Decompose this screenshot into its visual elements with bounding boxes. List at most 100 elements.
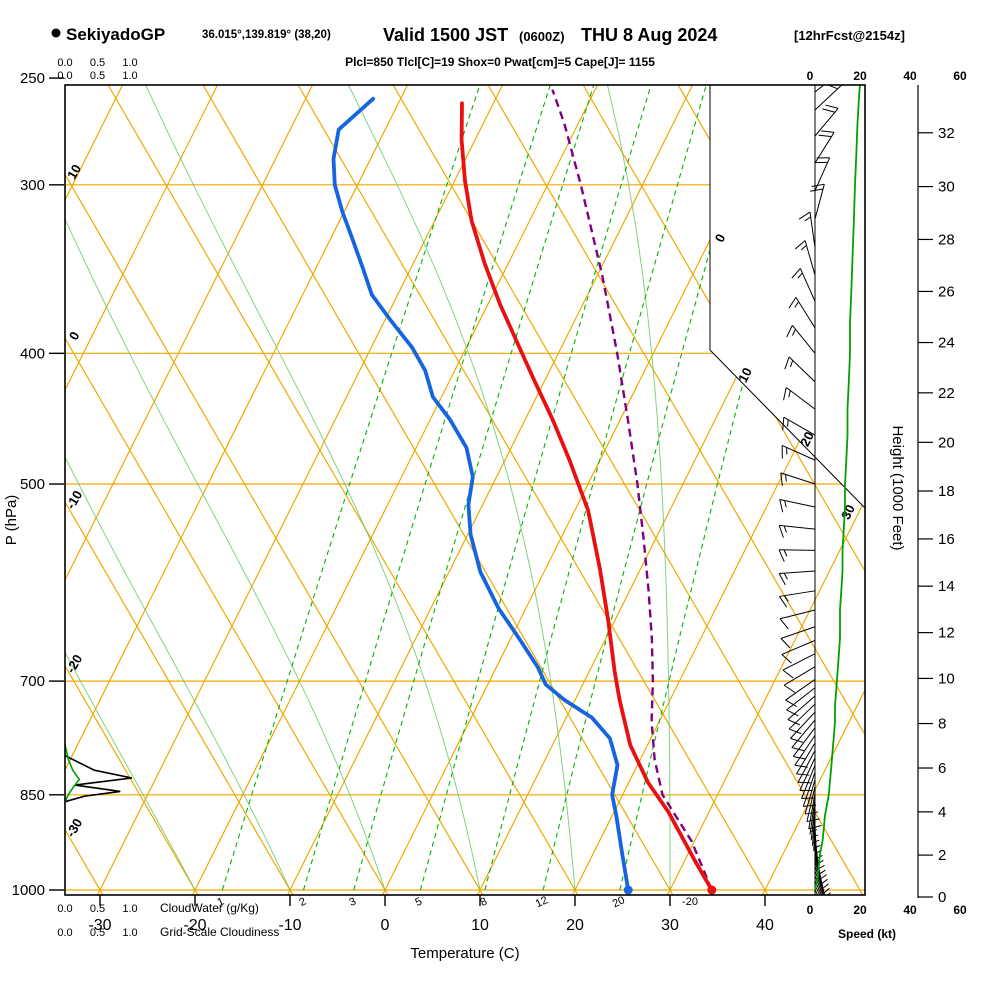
moist-adiabat-label: -20	[682, 896, 698, 908]
pressure-axis: 250 300 400 500 700 850 1000	[12, 70, 64, 899]
svg-text:20: 20	[611, 894, 627, 910]
plot-frame	[64, 84, 866, 896]
svg-text:1.0: 1.0	[122, 903, 137, 915]
speed-curve	[814, 85, 861, 891]
cloud-scale-rows: 0.00.00.00.00.50.50.50.51.01.01.01.0	[57, 57, 137, 939]
svg-text:0: 0	[381, 917, 390, 934]
svg-text:40: 40	[903, 69, 917, 83]
svg-text:60: 60	[953, 69, 967, 83]
temperature-curve	[459, 101, 714, 892]
adiabat-labels-left: 100-10-20-30	[63, 162, 85, 840]
svg-text:24: 24	[938, 335, 955, 352]
svg-text:10: 10	[471, 917, 489, 934]
parcel-curve	[551, 89, 713, 891]
cloudiness-legend: Grid-Scale Cloudiness	[160, 925, 279, 939]
svg-text:28: 28	[938, 231, 955, 248]
svg-text:0: 0	[807, 903, 814, 917]
temperature-axis-title: Temperature (C)	[410, 945, 519, 962]
svg-text:20: 20	[853, 69, 867, 83]
svg-text:2: 2	[297, 896, 308, 909]
svg-text:30: 30	[938, 179, 955, 196]
svg-text:400: 400	[20, 345, 45, 362]
svg-text:40: 40	[903, 903, 917, 917]
valid-zulu: (0600Z)	[519, 29, 565, 44]
svg-text:20: 20	[797, 429, 817, 449]
forecast-tag: [12hrFcst@2154z]	[794, 28, 905, 43]
dry-adiabat-lines	[65, 85, 865, 895]
height-axis-title: Height (1000 Feet)	[889, 425, 906, 550]
station-name: SekiyadoGP	[66, 25, 165, 44]
svg-text:0: 0	[807, 69, 814, 83]
svg-text:-30: -30	[88, 917, 111, 934]
svg-text:10: 10	[64, 162, 84, 182]
svg-text:30: 30	[661, 917, 679, 934]
svg-text:22: 22	[938, 385, 955, 402]
svg-text:32: 32	[938, 125, 955, 142]
isotherm-labels-right: 0 10 20 30	[712, 231, 858, 521]
svg-text:8: 8	[938, 716, 946, 733]
svg-text:10: 10	[735, 365, 755, 385]
dewpoint-curve	[331, 96, 631, 892]
station-coords: 36.015°,139.819° (38,20)	[202, 29, 331, 41]
svg-text:14: 14	[938, 578, 955, 595]
svg-text:10: 10	[938, 670, 955, 687]
svg-text:0: 0	[66, 329, 83, 343]
svg-text:6: 6	[938, 760, 946, 777]
svg-text:0.0: 0.0	[57, 927, 72, 939]
svg-text:20: 20	[853, 903, 867, 917]
svg-text:16: 16	[938, 531, 955, 548]
sounding-params: Plcl=850 Tlcl[C]=19 Shox=0 Pwat[cm]=5 Ca…	[345, 55, 655, 69]
svg-text:0.5: 0.5	[90, 70, 105, 82]
svg-text:60: 60	[953, 903, 967, 917]
svg-text:20: 20	[566, 917, 584, 934]
svg-text:700: 700	[20, 673, 45, 690]
svg-text:250: 250	[20, 70, 45, 87]
svg-text:26: 26	[938, 283, 955, 300]
svg-text:0.5: 0.5	[90, 903, 105, 915]
mixing-ratio-labels: 1 2 3 5 8 12 20 -20	[215, 894, 698, 910]
svg-text:8: 8	[478, 896, 489, 909]
svg-text:20: 20	[938, 434, 955, 451]
svg-text:5: 5	[413, 896, 424, 909]
svg-text:-20: -20	[183, 917, 206, 934]
cloudwater-legend: CloudWater (g/Kg)	[160, 901, 259, 915]
svg-text:1000: 1000	[12, 882, 45, 899]
valid-date: THU 8 Aug 2024	[581, 25, 717, 45]
svg-text:0.0: 0.0	[57, 57, 72, 69]
svg-text:12: 12	[534, 894, 550, 910]
svg-text:1: 1	[215, 896, 226, 909]
cloudwater-profile	[64, 744, 81, 803]
svg-text:1.0: 1.0	[122, 927, 137, 939]
surface-temp-dot	[707, 885, 717, 895]
svg-text:0: 0	[938, 889, 946, 906]
temperature-axis: -30 -20 -10 0 10 20 30 40	[88, 895, 774, 934]
svg-text:40: 40	[756, 917, 774, 934]
wind-barbs	[778, 85, 842, 895]
svg-text:0.0: 0.0	[57, 903, 72, 915]
svg-text:1.0: 1.0	[122, 57, 137, 69]
svg-text:0.5: 0.5	[90, 927, 105, 939]
svg-text:2: 2	[938, 847, 946, 864]
surface-points	[623, 885, 717, 895]
svg-text:500: 500	[20, 476, 45, 493]
moist-adiabat-lines	[65, 85, 671, 891]
surface-dewpoint-dot	[623, 885, 633, 895]
valid-time: Valid 1500 JST	[383, 25, 508, 45]
svg-text:-30: -30	[63, 816, 85, 840]
svg-text:-10: -10	[278, 917, 301, 934]
svg-text:300: 300	[20, 177, 45, 194]
isotherm-lines	[65, 85, 865, 895]
chart-labels: SekiyadoGP 36.015°,139.819° (38,20) Vali…	[3, 25, 906, 962]
pressure-axis-title: P (hPa)	[3, 495, 20, 546]
speed-axis-title: Speed (kt)	[838, 927, 896, 941]
svg-text:3: 3	[347, 896, 358, 909]
grid-cut-boundary	[709, 85, 866, 509]
svg-text:850: 850	[20, 787, 45, 804]
svg-text:18: 18	[938, 483, 955, 500]
svg-text:0.5: 0.5	[90, 57, 105, 69]
svg-text:30: 30	[838, 502, 858, 522]
svg-text:1.0: 1.0	[122, 70, 137, 82]
svg-text:4: 4	[938, 804, 946, 821]
